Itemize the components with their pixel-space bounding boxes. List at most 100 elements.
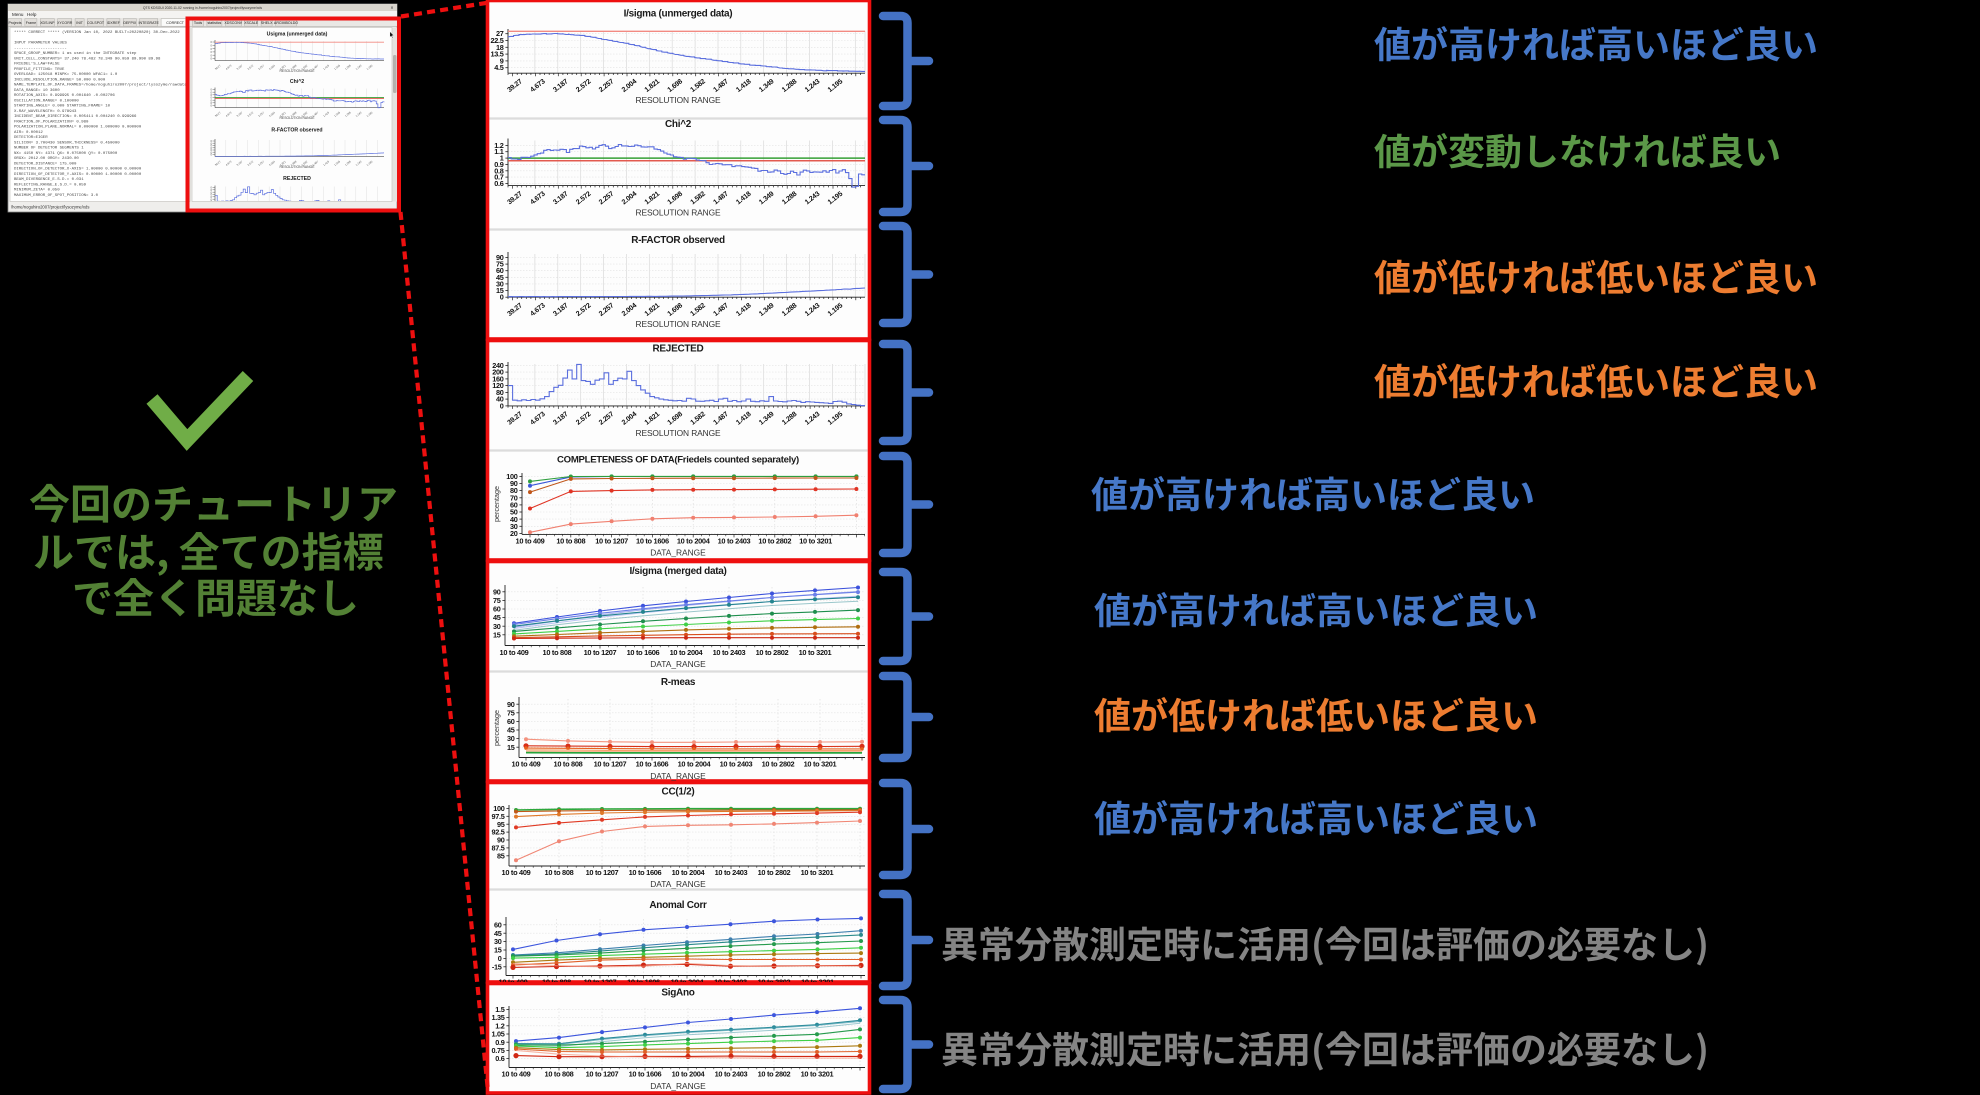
svg-text:10 to 1606: 10 to 1606	[636, 760, 669, 769]
svg-text:40: 40	[496, 395, 504, 404]
svg-text:2.572: 2.572	[246, 110, 254, 118]
svg-text:10 to 409: 10 to 409	[500, 648, 529, 657]
svg-text:XDSCONV: XDSCONV	[224, 21, 242, 25]
svg-text:1.821: 1.821	[279, 63, 287, 71]
svg-text:----------------------: ----------------------	[14, 47, 67, 51]
svg-text:IDXREF: IDXREF	[107, 21, 121, 25]
svg-text:I/sigma (unmerged data): I/sigma (unmerged data)	[624, 9, 733, 20]
svg-text:1.349: 1.349	[333, 63, 341, 71]
svg-text:1.195: 1.195	[366, 110, 374, 118]
svg-text:CC(1/2): CC(1/2)	[662, 787, 695, 798]
svg-text:200: 200	[492, 368, 504, 377]
svg-text:9: 9	[500, 56, 504, 65]
svg-text:92.5: 92.5	[491, 828, 504, 837]
svg-text:100: 100	[506, 472, 518, 481]
svg-text:1.195: 1.195	[366, 159, 374, 167]
svg-text:Help: Help	[27, 12, 37, 17]
svg-text:INPUT PARAMETER VALUES: INPUT PARAMETER VALUES	[14, 42, 67, 46]
svg-text:R-FACTOR observed: R-FACTOR observed	[631, 235, 725, 246]
svg-text:27: 27	[496, 29, 504, 38]
svg-text:DATA_RANGE: DATA_RANGE	[650, 879, 706, 889]
svg-text:2.572: 2.572	[246, 159, 254, 167]
svg-text:1.821: 1.821	[279, 159, 287, 167]
svg-text:1.698: 1.698	[290, 110, 298, 118]
svg-text:50: 50	[510, 508, 518, 517]
svg-text:80: 80	[510, 486, 518, 495]
svg-text:0: 0	[211, 101, 213, 105]
svg-text:4.673: 4.673	[225, 63, 233, 71]
svg-text:10 to 2403: 10 to 2403	[718, 537, 751, 546]
svg-text:10 to 2004: 10 to 2004	[677, 537, 711, 546]
svg-text:1.487: 1.487	[311, 63, 319, 71]
svg-text:10 to 2403: 10 to 2403	[713, 648, 746, 657]
svg-text:10 to 1606: 10 to 1606	[627, 978, 660, 987]
svg-text:90: 90	[497, 836, 505, 845]
svg-text:×: ×	[391, 5, 394, 11]
svg-text:RESOLUTION RANGE: RESOLUTION RANGE	[636, 319, 721, 329]
svg-text:30: 30	[507, 734, 515, 743]
svg-text:1.195: 1.195	[366, 63, 374, 71]
svg-text:10 to 2004: 10 to 2004	[678, 760, 712, 769]
svg-text:0: 0	[211, 90, 213, 94]
svg-text:30: 30	[493, 622, 501, 631]
svg-text:RESOLUTION RANGE: RESOLUTION RANGE	[279, 69, 315, 73]
svg-text:percentage: percentage	[492, 710, 501, 746]
svg-text:0.8: 0.8	[494, 166, 503, 175]
svg-text:DATA_RANGE: DATA_RANGE	[650, 1081, 706, 1091]
svg-text:45: 45	[507, 726, 515, 735]
svg-text:1.243: 1.243	[355, 63, 363, 71]
svg-text:15: 15	[494, 946, 502, 955]
svg-text:70: 70	[510, 493, 518, 502]
svg-text:DIRECTION_OF_DETECTOR_Y-AXIS=: DIRECTION_OF_DETECTOR_Y-AXIS= 0.00000 1.…	[14, 173, 142, 177]
svg-text:0: 0	[211, 98, 213, 102]
svg-text:4.673: 4.673	[225, 110, 233, 118]
svg-text:0.75: 0.75	[491, 1046, 504, 1055]
svg-text:RESOLUTION RANGE: RESOLUTION RANGE	[636, 95, 721, 105]
svg-text:10 to 808: 10 to 808	[543, 648, 572, 657]
svg-text:STARTING_ANGLE= 0.000 S: STARTING_ANGLE= 0.000 STARTING_FRAME= 10	[14, 105, 111, 109]
svg-text:160: 160	[492, 374, 504, 383]
svg-text:statistics: statistics	[208, 21, 222, 25]
svg-text:0: 0	[211, 141, 213, 145]
svg-text:1.243: 1.243	[355, 110, 363, 118]
svg-text:BEAM_DIVERGENCE_E.S.D.= 0.03: BEAM_DIVERGENCE_E.S.D.= 0.031	[14, 178, 84, 182]
svg-text:0: 0	[211, 57, 213, 61]
svg-text:1.582: 1.582	[301, 110, 309, 118]
svg-text:60: 60	[496, 266, 504, 275]
svg-text:OSCILLATION_RANGE= 0.100000: OSCILLATION_RANGE= 0.100000	[14, 100, 79, 104]
svg-text:40: 40	[510, 515, 518, 524]
svg-text:10 to 3201: 10 to 3201	[799, 648, 832, 657]
svg-text:0: 0	[211, 188, 213, 192]
svg-text:75: 75	[496, 260, 504, 269]
svg-text:1.2: 1.2	[495, 1021, 504, 1030]
svg-text:0: 0	[211, 96, 213, 100]
svg-text:MINIMUM_ZETA= 0.050: MINIMUM_ZETA= 0.050	[14, 189, 60, 193]
svg-text:39.27: 39.27	[214, 110, 222, 118]
svg-text:percentage: percentage	[492, 486, 501, 522]
svg-text:Projects: Projects	[9, 21, 22, 25]
svg-text:95: 95	[497, 820, 505, 829]
svg-text:AIR= 0.00012: AIR= 0.00012	[14, 131, 43, 135]
svg-text:85: 85	[497, 851, 505, 860]
svg-text:0.6: 0.6	[494, 179, 503, 188]
svg-text:2.257: 2.257	[257, 63, 265, 71]
svg-text:15: 15	[496, 286, 504, 295]
svg-text:0: 0	[211, 144, 213, 148]
svg-text:REJECTED: REJECTED	[283, 176, 311, 182]
svg-text:0: 0	[211, 50, 213, 54]
svg-text:10 to 1207: 10 to 1207	[586, 1070, 619, 1079]
svg-text:10 to 2802: 10 to 2802	[758, 868, 791, 877]
svg-text:ORGX= 2012.00 ORGY= 2430.: ORGX= 2012.00 ORGY= 2430.00	[14, 157, 79, 161]
svg-text:0: 0	[211, 195, 213, 199]
svg-text:30: 30	[510, 522, 518, 531]
svg-text:10 to 808: 10 to 808	[542, 978, 571, 987]
svg-text:10 to 3201: 10 to 3201	[799, 537, 832, 546]
svg-text:39.27: 39.27	[214, 159, 222, 167]
svg-text:1.288: 1.288	[344, 63, 352, 71]
svg-text:XDS.INP: XDS.INP	[40, 21, 55, 25]
svg-text:90: 90	[493, 587, 501, 596]
svg-text:0.7: 0.7	[494, 173, 503, 182]
svg-text:3.187: 3.187	[236, 63, 244, 71]
svg-text:60: 60	[510, 501, 518, 510]
svg-text:MAXIMUM_ERROR_OF_SPOT_POSITION: MAXIMUM_ERROR_OF_SPOT_POSITION= 3.0	[14, 194, 99, 198]
